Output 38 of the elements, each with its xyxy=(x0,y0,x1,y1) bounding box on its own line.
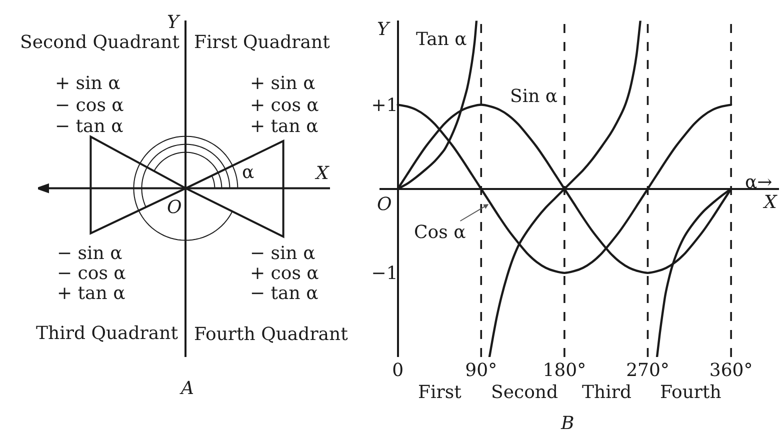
text: − cos α xyxy=(57,263,126,284)
annotation: α→ xyxy=(745,172,772,193)
text: + sin α xyxy=(250,73,316,94)
text: A xyxy=(179,378,194,399)
y-axis-title: Y xyxy=(377,19,391,40)
text: Second xyxy=(491,382,558,403)
text: Second Quadrant xyxy=(20,32,180,53)
series-label: Tan α xyxy=(416,29,467,50)
series-label: Sin α xyxy=(510,86,558,107)
text: + sin α xyxy=(55,73,120,94)
text: Third xyxy=(582,382,632,403)
text: First xyxy=(418,382,462,403)
text: + cos α xyxy=(250,263,319,284)
series-label: Cos α xyxy=(414,222,466,243)
text: − sin α xyxy=(57,243,122,264)
x-tick-label: 360° xyxy=(709,360,753,381)
text: − cos α xyxy=(55,95,124,116)
x-axis-title: X xyxy=(762,192,778,213)
text: + tan α xyxy=(250,116,318,137)
annotation: O xyxy=(377,194,392,215)
text: X xyxy=(314,163,330,184)
text: Fourth Quadrant xyxy=(194,324,349,345)
text: − sin α xyxy=(250,243,316,264)
text: + cos α xyxy=(250,95,319,116)
text: − tan α xyxy=(55,116,124,137)
y-tick-label: −1 xyxy=(371,263,398,284)
x-tick-label: 90° xyxy=(465,360,498,381)
text: Fourth xyxy=(660,382,722,403)
text: + tan α xyxy=(57,283,126,304)
x-tick-label: 270° xyxy=(626,360,670,381)
x-tick-label: 0 xyxy=(392,360,404,381)
text: First Quadrant xyxy=(194,32,331,53)
text: Y xyxy=(167,12,181,33)
y-tick-label: +1 xyxy=(371,95,398,116)
text: − tan α xyxy=(250,283,318,304)
text: B xyxy=(560,413,574,432)
text: Third Quadrant xyxy=(36,323,179,344)
x-tick-label: 180° xyxy=(542,360,586,381)
